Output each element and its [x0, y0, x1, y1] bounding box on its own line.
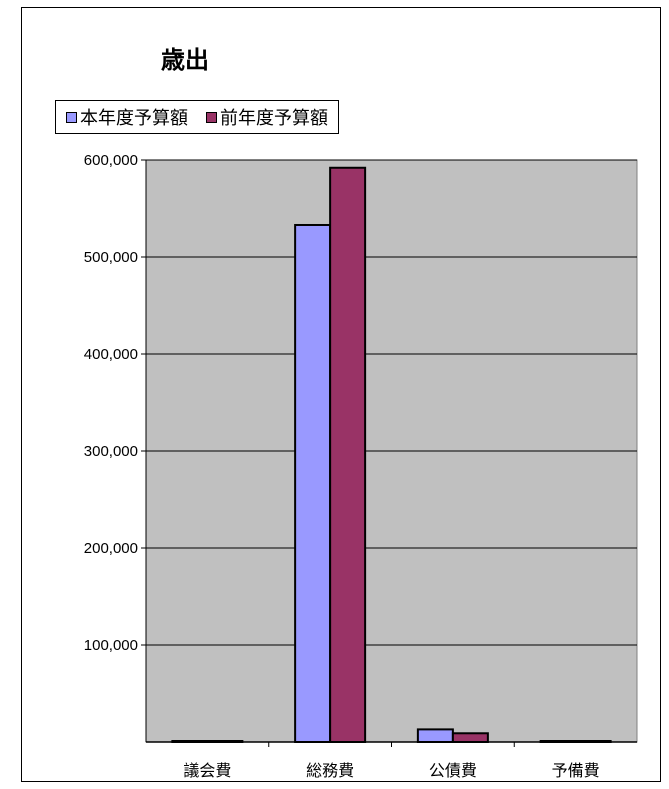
x-category-label: 総務費 — [306, 761, 354, 780]
legend-swatch-previous — [206, 111, 217, 123]
bar — [329, 166, 367, 743]
bar — [539, 740, 577, 743]
bar — [171, 740, 209, 743]
legend-swatch-current — [66, 111, 77, 123]
legend-entry-current: 本年度予算額 — [66, 104, 188, 130]
y-tick-label: 300,000 — [84, 443, 138, 460]
y-tick-label: 600,000 — [84, 152, 138, 169]
legend-label-current: 本年度予算額 — [80, 108, 188, 129]
bar — [294, 223, 332, 744]
y-tick-label: 500,000 — [84, 249, 138, 266]
chart-title: 歳出 — [161, 46, 209, 74]
y-tick-label: 400,000 — [84, 346, 138, 363]
legend: 本年度予算額 前年度予算額 — [55, 100, 339, 134]
bar — [451, 732, 489, 744]
y-tick-label: 100,000 — [84, 637, 138, 654]
x-category-label: 議会費 — [183, 761, 231, 780]
bar — [206, 740, 244, 743]
bar — [574, 740, 612, 743]
bar — [416, 728, 454, 744]
x-category-label: 公債費 — [429, 761, 477, 780]
legend-entry-previous: 前年度予算額 — [206, 104, 328, 130]
x-category-label: 予備費 — [552, 761, 600, 780]
legend-label-previous: 前年度予算額 — [220, 108, 328, 129]
y-tick-label: 200,000 — [84, 540, 138, 557]
